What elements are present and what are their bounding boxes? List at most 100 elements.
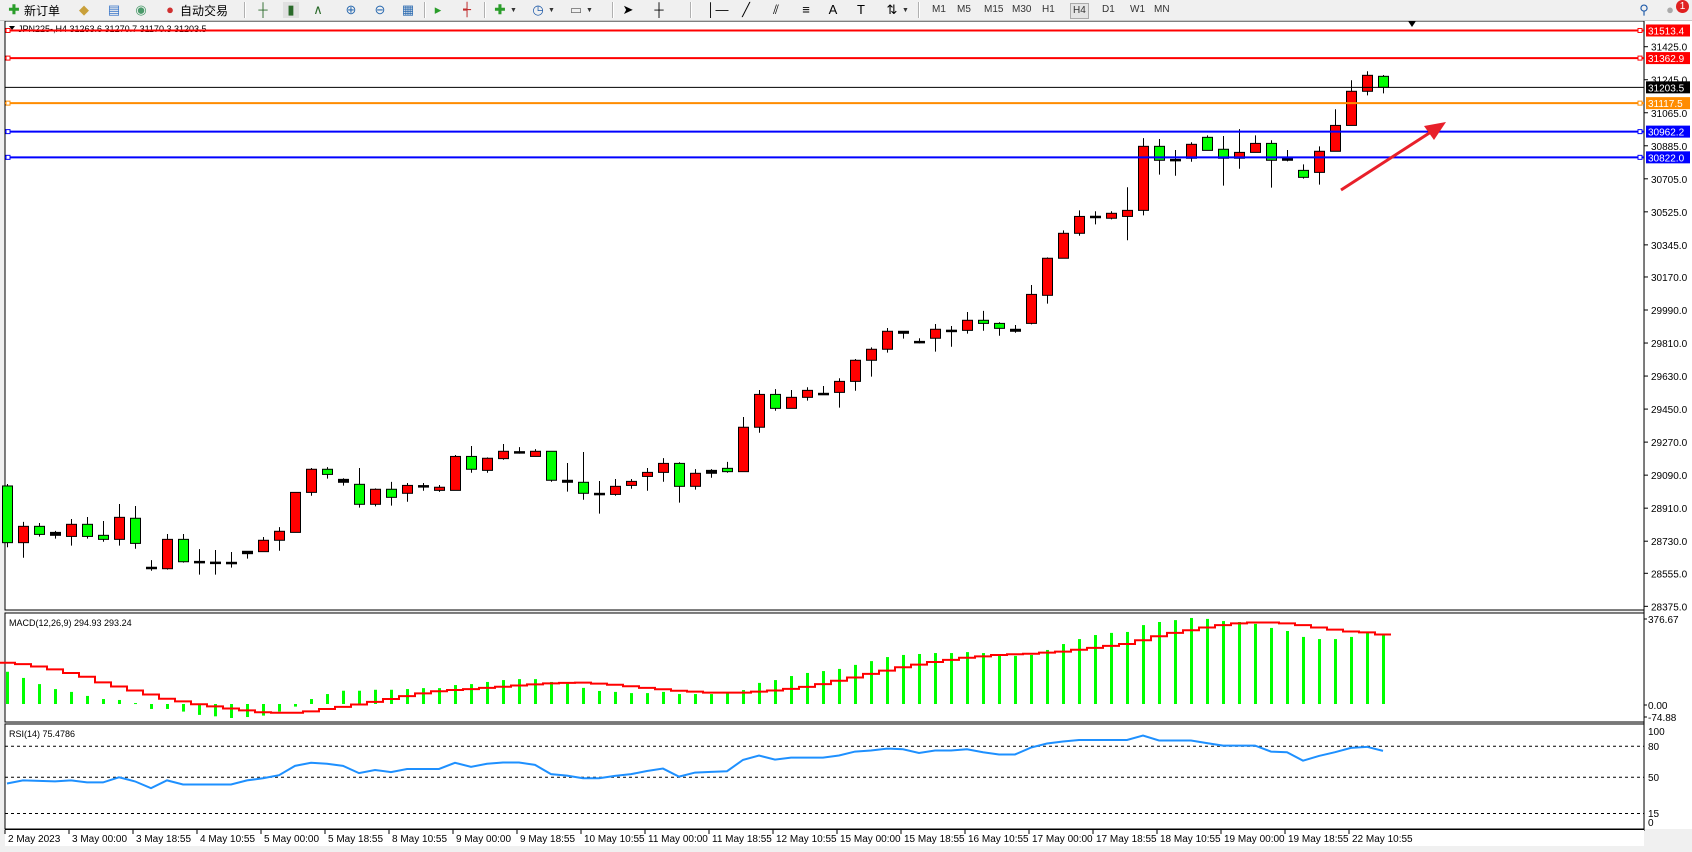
vertical-line-button[interactable]: │	[703, 1, 719, 19]
candle[interactable]	[66, 518, 77, 546]
candle[interactable]	[226, 552, 237, 568]
candle[interactable]	[338, 478, 349, 486]
level-handle[interactable]	[5, 129, 11, 135]
candle[interactable]	[130, 505, 141, 549]
timeframe-m15-button[interactable]: M15	[984, 4, 1004, 15]
candle[interactable]	[1010, 325, 1021, 333]
rsi-panel[interactable]	[4, 723, 1645, 830]
candle[interactable]	[242, 550, 253, 559]
candle[interactable]	[50, 530, 61, 539]
candle[interactable]	[82, 516, 93, 539]
candle[interactable]	[1314, 146, 1325, 185]
candle[interactable]	[514, 447, 525, 454]
candle[interactable]	[1026, 285, 1037, 325]
notifications-button[interactable]: ●	[1662, 1, 1678, 19]
candle[interactable]	[210, 550, 221, 575]
timeframe-m5-button[interactable]: M5	[957, 4, 971, 15]
candle[interactable]	[674, 462, 685, 503]
time-axis[interactable]	[5, 830, 1644, 846]
annotation-arrow[interactable]	[1340, 128, 1435, 192]
bar-chart-button[interactable]: ┼	[255, 1, 271, 19]
text-label-button[interactable]: T	[853, 1, 869, 19]
level-handle[interactable]	[1637, 100, 1643, 106]
candle[interactable]	[418, 483, 429, 491]
candle[interactable]	[1298, 164, 1309, 179]
candle[interactable]	[434, 485, 445, 492]
timeframe-d1-button[interactable]: D1	[1102, 4, 1115, 15]
candle[interactable]	[194, 549, 205, 575]
data-window-button[interactable]: ▤	[106, 1, 122, 19]
candle[interactable]	[482, 457, 493, 473]
timeframe-h4-button[interactable]: H4	[1070, 3, 1089, 19]
market-watch-button[interactable]: ◆	[76, 1, 92, 19]
candle[interactable]	[722, 461, 733, 473]
candle[interactable]	[578, 452, 589, 500]
fibonacci-button[interactable]: ≡	[798, 1, 814, 19]
equidistant-channel-button[interactable]: ⫽	[768, 1, 784, 19]
candle[interactable]	[18, 521, 29, 558]
candle[interactable]	[2, 483, 13, 548]
candle[interactable]	[818, 385, 829, 396]
candle[interactable]	[402, 483, 413, 502]
candle[interactable]	[370, 488, 381, 507]
candlestick-button[interactable]: ▮	[283, 1, 299, 19]
text-button[interactable]: A	[825, 1, 841, 19]
chart-menu-triangle-icon[interactable]	[9, 26, 15, 30]
candle[interactable]	[850, 358, 861, 391]
candle[interactable]	[1266, 140, 1277, 188]
level-handle[interactable]	[1637, 129, 1643, 135]
candle[interactable]	[978, 310, 989, 331]
candle[interactable]	[930, 323, 941, 352]
candle[interactable]	[946, 325, 957, 347]
candle[interactable]	[354, 467, 365, 508]
candle[interactable]	[626, 478, 637, 489]
templates-button[interactable]: ▭ ▼	[568, 1, 593, 19]
search-button[interactable]: ⚲	[1636, 1, 1652, 19]
line-chart-button[interactable]: ∧	[310, 1, 326, 19]
horizontal-line-button[interactable]: —	[714, 1, 730, 19]
new-order-button[interactable]: ✚ 新订单	[6, 1, 60, 19]
candle[interactable]	[306, 467, 317, 496]
candle[interactable]	[834, 378, 845, 408]
level-handle[interactable]	[5, 55, 11, 61]
level-handle[interactable]	[1637, 27, 1643, 33]
signals-button[interactable]: ◉	[133, 1, 149, 19]
candle[interactable]	[274, 527, 285, 551]
chart-shift-marker-icon[interactable]	[1408, 21, 1416, 27]
candle[interactable]	[738, 416, 749, 473]
zoom-out-button[interactable]: ⊖	[372, 1, 388, 19]
candle[interactable]	[450, 454, 461, 491]
candle[interactable]	[1106, 211, 1117, 220]
level-handle[interactable]	[5, 100, 11, 106]
arrows-button[interactable]: ⇅ ▼	[884, 1, 909, 19]
main-chart-panel[interactable]	[4, 20, 1645, 611]
candle[interactable]	[498, 443, 509, 460]
macd-panel[interactable]	[4, 612, 1645, 723]
candle[interactable]	[114, 503, 125, 546]
candle[interactable]	[546, 450, 557, 482]
candle[interactable]	[322, 467, 333, 479]
timeframe-m30-button[interactable]: M30	[1012, 4, 1032, 15]
candle[interactable]	[962, 312, 973, 334]
candle[interactable]	[34, 523, 45, 537]
candle[interactable]	[146, 560, 157, 571]
zoom-in-button[interactable]: ⊕	[343, 1, 359, 19]
candle[interactable]	[1330, 109, 1341, 152]
candle[interactable]	[1058, 230, 1069, 259]
candle[interactable]	[1138, 138, 1149, 216]
candle[interactable]	[1042, 257, 1053, 304]
candle[interactable]	[98, 521, 109, 542]
candle[interactable]	[882, 327, 893, 353]
candle[interactable]	[1170, 150, 1181, 176]
candle[interactable]	[290, 491, 301, 533]
level-handle[interactable]	[5, 27, 11, 33]
level-handle[interactable]	[1637, 55, 1643, 61]
candle[interactable]	[1202, 135, 1213, 151]
candle[interactable]	[994, 322, 1005, 336]
candle[interactable]	[1074, 210, 1085, 236]
timeframe-w1-button[interactable]: W1	[1130, 4, 1145, 15]
periods-button[interactable]: ◷ ▼	[530, 1, 555, 19]
candle[interactable]	[866, 347, 877, 377]
candle[interactable]	[258, 536, 269, 553]
